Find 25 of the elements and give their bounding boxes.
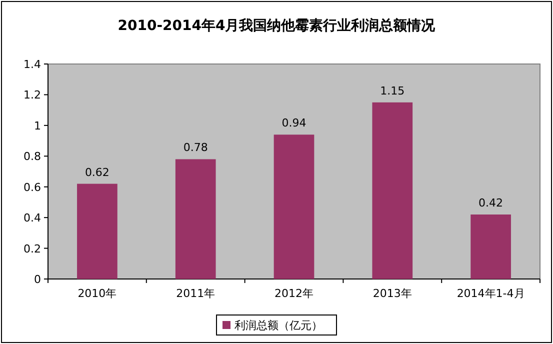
x-tick-label: 2011年 (176, 287, 216, 300)
bar (274, 134, 314, 279)
bar (175, 159, 216, 279)
data-label: 1.15 (380, 84, 405, 98)
y-tick-label: 0.2 (24, 242, 41, 256)
legend-label: 利润总额（亿元） (234, 319, 322, 332)
data-label: 0.62 (84, 166, 110, 179)
y-tick-label: 1 (34, 119, 41, 132)
chart-title: 2010-2014年4月我国纳他霉素行业利润总额情况 (118, 17, 436, 34)
y-tick-label: 0.4 (24, 212, 41, 225)
data-label: 0.78 (183, 141, 208, 154)
x-tick-label: 2014年1-4月 (456, 287, 525, 300)
bar (470, 214, 511, 279)
y-tick-label: 0.8 (24, 150, 41, 164)
bar (77, 184, 118, 279)
y-tick-label: 0.6 (24, 180, 41, 194)
data-label: 0.94 (282, 116, 306, 130)
x-tick-label: 2013年 (372, 287, 412, 300)
x-tick-label: 2012年 (274, 287, 314, 300)
y-tick-label: 1.4 (24, 58, 41, 71)
x-tick-label: 2010年 (78, 287, 117, 300)
data-label: 0.42 (478, 196, 504, 210)
y-tick-label: 1.2 (24, 88, 41, 102)
y-tick-label: 0 (34, 273, 41, 286)
bar (372, 102, 413, 279)
